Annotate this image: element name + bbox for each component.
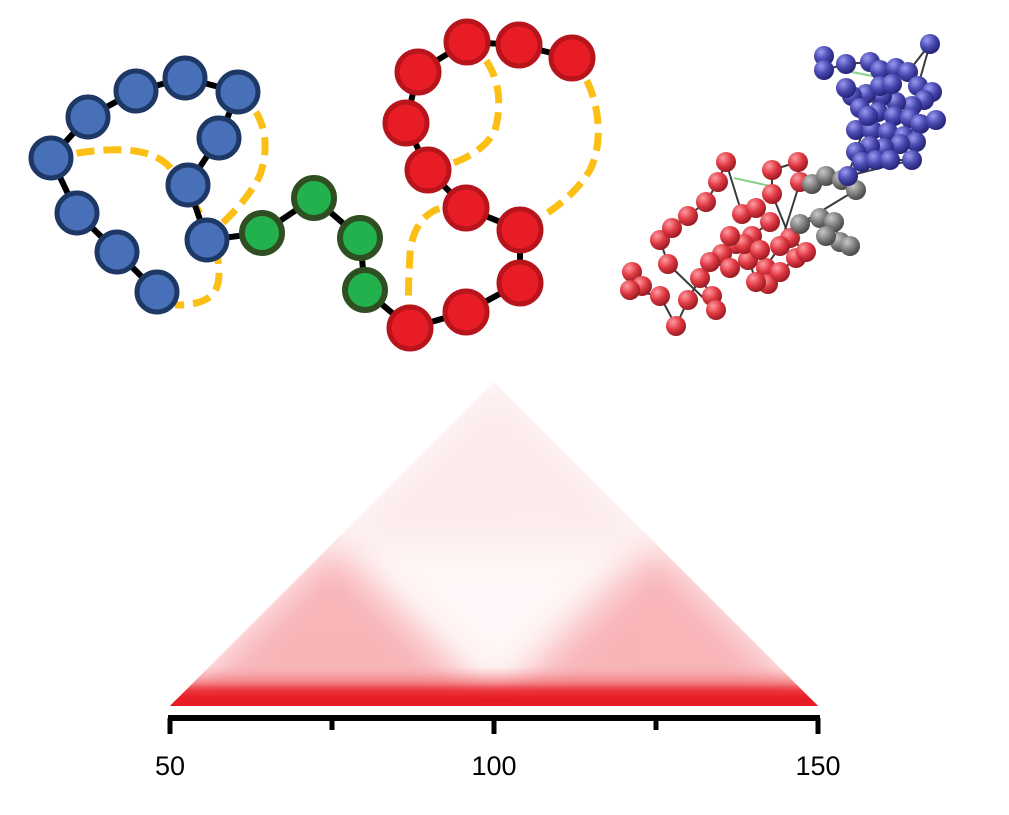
- render-bead: [696, 192, 716, 212]
- render-bead: [770, 262, 790, 282]
- render-bead: [770, 236, 790, 256]
- render-bead: [746, 272, 766, 292]
- bead: [94, 229, 140, 275]
- bead: [28, 135, 74, 181]
- render-bead: [836, 54, 856, 74]
- domain-b-beads: [382, 18, 596, 352]
- render-bead: [880, 150, 900, 170]
- render-bead: [666, 316, 686, 336]
- bead: [184, 217, 230, 263]
- render-bead: [750, 240, 770, 260]
- bead: [113, 68, 159, 114]
- bead: [404, 146, 452, 194]
- bond: [799, 189, 857, 225]
- render-domain-b: [620, 152, 816, 336]
- render-bead: [846, 120, 866, 140]
- render-bead: [814, 60, 834, 80]
- tick-label: 100: [471, 751, 516, 781]
- render-domain-a: [814, 34, 946, 186]
- polymer-3d-render: [620, 34, 946, 336]
- bead: [196, 115, 242, 161]
- render-bead: [650, 286, 670, 306]
- render-bead: [902, 150, 922, 170]
- render-bead: [870, 60, 890, 80]
- bead: [382, 99, 430, 147]
- bead: [291, 175, 337, 221]
- render-bead: [816, 166, 836, 186]
- render-bead: [720, 258, 740, 278]
- tad-right: [494, 544, 818, 706]
- render-bead: [890, 134, 910, 154]
- render-bead: [746, 198, 766, 218]
- tad-left: [170, 544, 494, 706]
- render-bead: [620, 280, 640, 300]
- render-bead: [762, 184, 782, 204]
- domain-a-beads: [28, 55, 261, 315]
- render-bead: [816, 226, 836, 246]
- bead: [337, 215, 383, 261]
- render-bead: [716, 152, 736, 172]
- linker-beads: [239, 175, 388, 313]
- render-bead: [882, 74, 902, 94]
- bead: [496, 259, 544, 307]
- render-bead: [678, 206, 698, 226]
- position-axis: 50 100 150: [155, 715, 841, 781]
- diagonal-line: [170, 698, 818, 706]
- render-bead: [622, 262, 642, 282]
- polymer-schematic: [28, 18, 602, 352]
- bead: [443, 18, 491, 66]
- render-bead: [678, 290, 698, 310]
- render-bead: [760, 212, 780, 232]
- render-bead: [658, 254, 678, 274]
- bead: [442, 184, 490, 232]
- render-bead: [790, 214, 810, 234]
- bead: [442, 288, 490, 336]
- render-bead: [898, 62, 918, 82]
- render-bead: [788, 152, 808, 172]
- render-bead: [836, 78, 856, 98]
- render-bead: [910, 114, 930, 134]
- render-bead: [690, 268, 710, 288]
- bead: [495, 21, 543, 69]
- render-bead: [796, 242, 816, 262]
- render-bead: [906, 132, 926, 152]
- contact-map: [170, 382, 818, 706]
- bead: [215, 69, 261, 115]
- bead: [394, 48, 442, 96]
- render-bead: [814, 46, 834, 66]
- render-bead: [858, 106, 878, 126]
- bead: [162, 55, 208, 101]
- render-bead: [708, 172, 728, 192]
- render-bead: [920, 34, 940, 54]
- render-bead: [926, 110, 946, 130]
- render-bead: [700, 252, 720, 272]
- inter-domain-region: [332, 382, 656, 544]
- bead: [65, 94, 111, 140]
- tick-label: 50: [155, 751, 185, 781]
- bead: [386, 304, 434, 352]
- render-bead: [706, 300, 726, 320]
- render-bead: [884, 106, 904, 126]
- render-bead: [866, 150, 886, 170]
- tick-label: 150: [795, 751, 840, 781]
- render-bead: [838, 166, 858, 186]
- bead: [496, 206, 544, 254]
- bead: [239, 210, 285, 256]
- bead: [342, 267, 388, 313]
- bead: [134, 269, 180, 315]
- render-bead: [662, 218, 682, 238]
- render-bead: [762, 160, 782, 180]
- bead: [165, 162, 211, 208]
- bead: [548, 34, 596, 82]
- render-bead: [840, 236, 860, 256]
- render-linker: [790, 166, 866, 256]
- render-bead: [720, 226, 740, 246]
- bead: [54, 190, 100, 236]
